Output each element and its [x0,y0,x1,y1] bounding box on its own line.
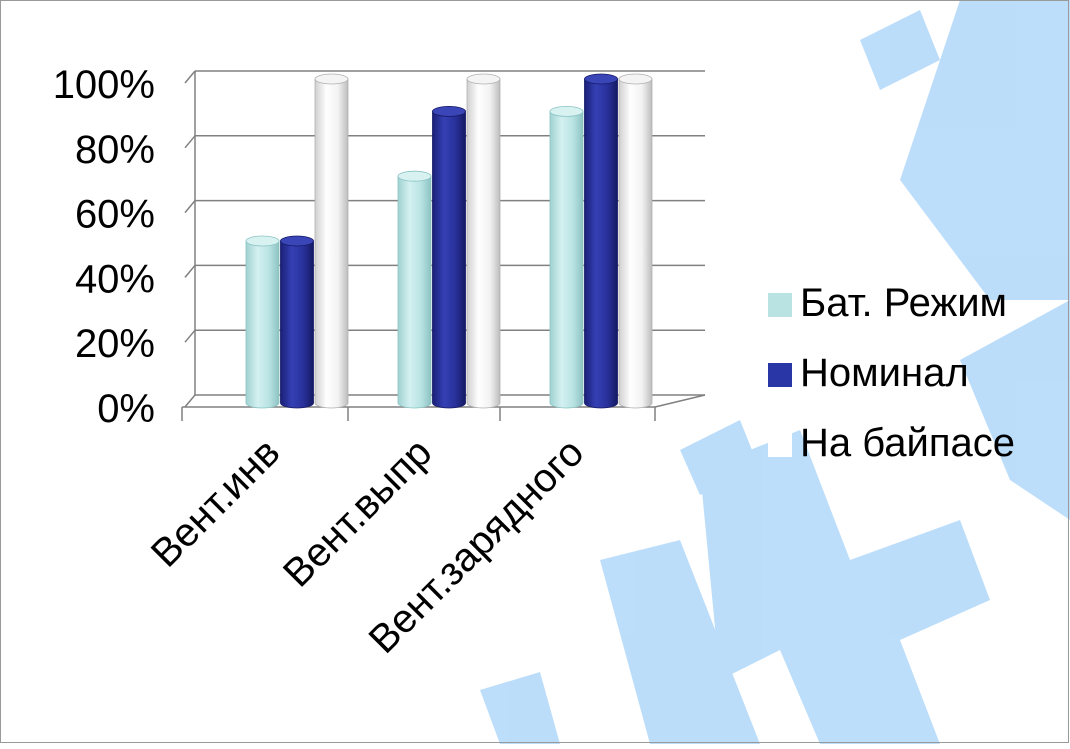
legend-label: Номинал [800,351,969,395]
watermark-shape [960,300,1070,520]
bar-top [549,106,584,117]
bar-top [432,106,466,117]
floor-right-edge [654,394,706,408]
y-tick-label: 20% [75,322,155,366]
bar-top [584,73,618,85]
legend-swatch [768,363,792,387]
bar-top [280,235,314,247]
bar [397,170,432,409]
gridline-side [184,329,196,343]
legend-label: Бат. Режим [800,281,1007,325]
bar-body [245,240,280,409]
bar-body [397,175,432,409]
bar-top [314,73,349,85]
bar [314,73,349,409]
watermark-shape [700,430,990,744]
legend-swatch [768,293,792,317]
watermark-shape [900,0,1070,300]
bar [245,235,280,409]
gridline-side [184,200,196,214]
gridline-side [184,70,196,84]
bar-body [314,78,349,409]
bar [618,73,653,409]
legend: Бат. Режим Номинал На байпасе [768,281,1015,465]
bar-top [466,73,501,85]
legend-label: На байпасе [800,421,1015,465]
watermark-shape [600,540,760,744]
y-tick-label: 100% [53,63,155,107]
bar [466,73,501,409]
y-axis-tick-labels: 0% 20% 40% 60% 80% 100% [53,63,155,431]
bar-body [280,240,314,409]
bar-body [549,111,584,409]
watermark-shape [860,10,940,90]
bar [280,235,314,409]
bar [549,106,584,409]
watermark-shape [480,672,560,744]
bar-top [397,170,432,182]
watermark-shape [680,420,760,495]
watermark-shapes [480,0,1070,744]
y-tick-label: 80% [75,128,155,172]
bar-body [432,111,466,409]
bar-body [466,78,501,409]
gridline-side [184,264,196,278]
bar-body [584,78,618,409]
y-tick-label: 40% [75,257,155,301]
bar [432,106,466,409]
bar [584,73,618,409]
gridline-side [184,135,196,149]
bar-body [618,78,653,409]
y-tick-label: 60% [75,193,155,237]
gridline-side [184,394,196,408]
legend-swatch [768,433,792,457]
bar-top [618,73,653,85]
bars-group [245,73,653,409]
y-tick-label: 0% [97,387,155,431]
bar-top [245,235,280,247]
